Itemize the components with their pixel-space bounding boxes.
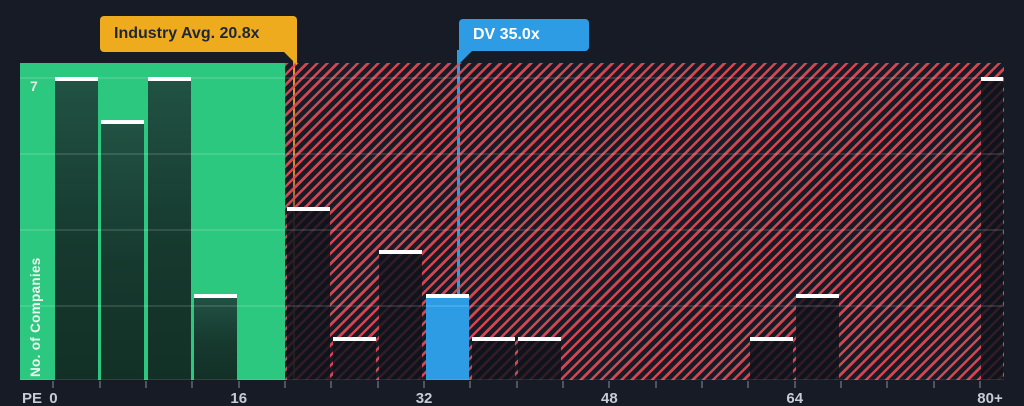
- x-axis-tick: [979, 381, 982, 388]
- x-axis-tick: [469, 381, 472, 388]
- x-axis-tick: [840, 381, 843, 388]
- histogram-bar[interactable]: [55, 76, 99, 381]
- company-value-callout: DV 35.0x: [459, 19, 589, 64]
- x-axis-tick: [52, 381, 55, 388]
- x-tick-label: 64: [786, 390, 804, 406]
- x-axis-tick: [747, 381, 750, 388]
- histogram-bar-company[interactable]: [425, 293, 469, 381]
- x-tick-label: 48: [601, 390, 618, 406]
- x-axis-line: [20, 379, 1004, 380]
- histogram-bar[interactable]: [796, 293, 840, 381]
- x-axis-tick: [145, 381, 148, 388]
- x-tick-label: 0: [49, 390, 58, 406]
- x-tick-label: 80+: [977, 390, 1003, 406]
- histogram-bar[interactable]: [749, 337, 794, 381]
- industry-avg-callout: Industry Avg. 20.8x: [100, 16, 297, 65]
- x-axis-tick: [330, 381, 333, 388]
- x-axis-tick: [932, 381, 935, 388]
- plot-area: [20, 50, 1004, 381]
- x-axis-tick: [191, 381, 194, 388]
- histogram-bar[interactable]: [193, 293, 238, 381]
- histogram-bar[interactable]: [286, 206, 330, 381]
- histogram-bar[interactable]: [332, 337, 377, 381]
- x-axis-tick: [237, 381, 240, 388]
- histogram-bar[interactable]: [980, 76, 1003, 381]
- x-axis-tick: [423, 381, 426, 388]
- x-axis-tick: [284, 381, 287, 388]
- x-axis-tick: [654, 381, 657, 388]
- x-axis-tick: [376, 381, 379, 388]
- histogram-bar[interactable]: [147, 76, 191, 381]
- x-axis-tick: [886, 381, 889, 388]
- x-tick-label: 32: [415, 390, 433, 406]
- company-marker-line: [457, 50, 460, 294]
- x-axis-tick: [793, 381, 796, 388]
- y-max-value-label: 7: [30, 78, 38, 94]
- x-axis-tick: [608, 381, 611, 388]
- histogram-bar[interactable]: [471, 337, 516, 381]
- x-axis-tick: [701, 381, 704, 388]
- histogram-bar[interactable]: [379, 250, 423, 381]
- x-axis-tick: [98, 381, 101, 388]
- histogram-bar[interactable]: [101, 120, 145, 381]
- x-axis-tick: [562, 381, 565, 388]
- x-axis-tick: [515, 381, 518, 388]
- histogram-bar[interactable]: [518, 337, 562, 381]
- x-tick-label: 16: [230, 390, 248, 406]
- y-axis-title: No. of Companies: [28, 257, 43, 377]
- x-axis-title: PE: [22, 390, 43, 406]
